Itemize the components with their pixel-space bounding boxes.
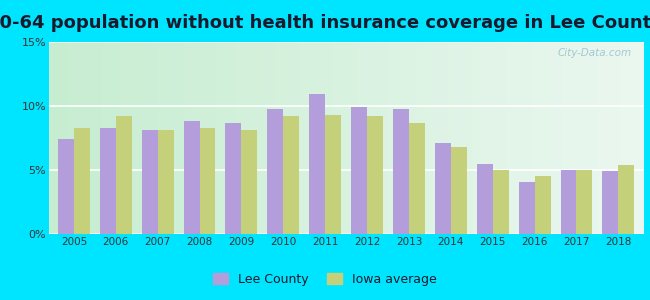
Bar [393,109,409,234]
Bar [477,164,493,234]
Bar [367,116,383,234]
Legend: Lee County, Iowa average: Lee County, Iowa average [208,268,442,291]
Text: City-Data.com: City-Data.com [558,48,632,58]
Bar [493,170,509,234]
Bar [603,171,618,234]
Bar [100,128,116,234]
Bar [451,147,467,234]
Bar [226,123,241,234]
Bar [267,109,283,234]
Bar [351,107,367,234]
Bar [618,165,634,234]
Bar [283,116,299,234]
Bar [183,122,200,234]
Bar [142,130,158,234]
Bar [158,130,174,234]
Bar [58,139,74,234]
Bar [534,176,551,234]
Bar [325,115,341,234]
Bar [409,123,425,234]
Bar [241,130,257,234]
Bar [309,94,325,234]
Bar [200,128,215,234]
Bar [519,182,534,234]
Text: 40-64 population without health insurance coverage in Lee County: 40-64 population without health insuranc… [0,14,650,32]
Bar [577,170,592,234]
Bar [116,116,132,234]
Bar [435,143,451,234]
Bar [560,170,577,234]
Bar [74,128,90,234]
